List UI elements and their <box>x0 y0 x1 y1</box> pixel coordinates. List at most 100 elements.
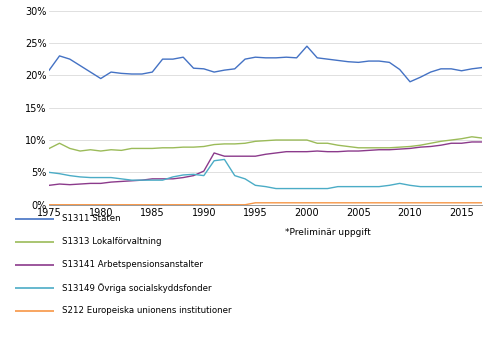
S212 Europeiska unionens institutioner <box>263 201 269 205</box>
S13149 Övriga socialskyddsfonder <box>180 173 186 177</box>
S1311 Staten <box>356 60 362 65</box>
S212 Europeiska unionens institutioner <box>129 203 135 207</box>
S1313 Lokalförvaltning <box>417 143 423 147</box>
S212 Europeiska unionens institutioner <box>469 201 475 205</box>
S1313 Lokalförvaltning <box>139 146 145 150</box>
Line: S1311 Staten: S1311 Staten <box>49 46 482 82</box>
S13149 Övriga socialskyddsfonder <box>469 185 475 189</box>
S13141 Arbetspensionsanstalter <box>119 179 124 184</box>
S13149 Övriga socialskyddsfonder <box>252 183 258 187</box>
Line: S13141 Arbetspensionsanstalter: S13141 Arbetspensionsanstalter <box>49 142 482 185</box>
S1311 Staten <box>407 80 413 84</box>
S212 Europeiska unionens institutioner <box>304 201 310 205</box>
S13141 Arbetspensionsanstalter <box>448 141 454 145</box>
S13141 Arbetspensionsanstalter <box>263 152 269 156</box>
S1311 Staten <box>98 77 104 81</box>
S13141 Arbetspensionsanstalter <box>417 145 423 149</box>
S1311 Staten <box>469 67 475 71</box>
Line: S1313 Lokalförvaltning: S1313 Lokalförvaltning <box>49 137 482 151</box>
S1313 Lokalförvaltning <box>67 146 73 150</box>
S13141 Arbetspensionsanstalter <box>211 151 217 155</box>
S13141 Arbetspensionsanstalter <box>108 180 114 184</box>
S1313 Lokalförvaltning <box>201 144 207 149</box>
S1311 Staten <box>397 67 402 72</box>
S1313 Lokalförvaltning <box>459 137 464 141</box>
S13149 Övriga socialskyddsfonder <box>366 185 372 189</box>
S13149 Övriga socialskyddsfonder <box>150 178 155 182</box>
S13141 Arbetspensionsanstalter <box>170 177 176 181</box>
S212 Europeiska unionens institutioner <box>407 201 413 205</box>
S1311 Staten <box>201 67 207 71</box>
S1311 Staten <box>479 65 485 70</box>
S1311 Staten <box>221 68 227 72</box>
S13141 Arbetspensionsanstalter <box>345 149 351 153</box>
S1311 Staten <box>67 57 73 61</box>
S1311 Staten <box>376 59 382 63</box>
S212 Europeiska unionens institutioner <box>170 203 176 207</box>
S1313 Lokalförvaltning <box>180 145 186 149</box>
S1313 Lokalförvaltning <box>108 148 114 152</box>
S13141 Arbetspensionsanstalter <box>428 144 433 149</box>
S212 Europeiska unionens institutioner <box>448 201 454 205</box>
S1313 Lokalförvaltning <box>407 144 413 149</box>
S1311 Staten <box>386 60 392 65</box>
S13141 Arbetspensionsanstalter <box>46 183 52 187</box>
S13141 Arbetspensionsanstalter <box>325 150 331 154</box>
S13149 Övriga socialskyddsfonder <box>88 175 93 180</box>
S1311 Staten <box>273 56 279 60</box>
S212 Europeiska unionens institutioner <box>242 203 248 207</box>
S1311 Staten <box>263 56 269 60</box>
S1311 Staten <box>150 70 155 74</box>
S1313 Lokalförvaltning <box>77 149 83 153</box>
S13149 Övriga socialskyddsfonder <box>325 186 331 191</box>
S13149 Övriga socialskyddsfonder <box>159 178 165 182</box>
S1313 Lokalförvaltning <box>242 141 248 145</box>
S13141 Arbetspensionsanstalter <box>294 150 300 154</box>
S13149 Övriga socialskyddsfonder <box>356 185 362 189</box>
S13149 Övriga socialskyddsfonder <box>139 178 145 182</box>
S13149 Övriga socialskyddsfonder <box>170 175 176 179</box>
S13141 Arbetspensionsanstalter <box>335 150 341 154</box>
S13149 Övriga socialskyddsfonder <box>211 158 217 163</box>
S1313 Lokalförvaltning <box>325 141 331 145</box>
Text: S1313 Lokalförvaltning: S1313 Lokalförvaltning <box>62 237 161 246</box>
S1313 Lokalförvaltning <box>263 138 269 143</box>
S13141 Arbetspensionsanstalter <box>273 151 279 155</box>
S212 Europeiska unionens institutioner <box>356 201 362 205</box>
S212 Europeiska unionens institutioner <box>190 203 196 207</box>
S13149 Övriga socialskyddsfonder <box>448 185 454 189</box>
S1313 Lokalförvaltning <box>57 141 62 145</box>
S212 Europeiska unionens institutioner <box>119 203 124 207</box>
S1311 Staten <box>159 57 165 61</box>
S13141 Arbetspensionsanstalter <box>304 150 310 154</box>
S212 Europeiska unionens institutioner <box>159 203 165 207</box>
Text: *Preliminär uppgift: *Preliminär uppgift <box>285 228 371 237</box>
S212 Europeiska unionens institutioner <box>67 203 73 207</box>
S1313 Lokalförvaltning <box>221 142 227 146</box>
Line: S13149 Övriga socialskyddsfonder: S13149 Övriga socialskyddsfonder <box>49 160 482 189</box>
S13149 Övriga socialskyddsfonder <box>57 172 62 176</box>
S13149 Övriga socialskyddsfonder <box>428 185 433 189</box>
Text: S13141 Arbetspensionsanstalter: S13141 Arbetspensionsanstalter <box>62 260 202 269</box>
S13141 Arbetspensionsanstalter <box>283 150 289 154</box>
S1311 Staten <box>77 64 83 68</box>
S1313 Lokalförvaltning <box>273 138 279 142</box>
S1313 Lokalförvaltning <box>159 146 165 150</box>
S212 Europeiska unionens institutioner <box>180 203 186 207</box>
S13149 Övriga socialskyddsfonder <box>108 175 114 180</box>
S13149 Övriga socialskyddsfonder <box>294 186 300 191</box>
S212 Europeiska unionens institutioner <box>417 201 423 205</box>
S1313 Lokalförvaltning <box>386 146 392 150</box>
S13141 Arbetspensionsanstalter <box>221 154 227 158</box>
S212 Europeiska unionens institutioner <box>98 203 104 207</box>
S1313 Lokalförvaltning <box>190 145 196 149</box>
S1313 Lokalförvaltning <box>397 145 402 149</box>
S1311 Staten <box>57 54 62 58</box>
S13149 Övriga socialskyddsfonder <box>98 175 104 180</box>
S212 Europeiska unionens institutioner <box>88 203 93 207</box>
S212 Europeiska unionens institutioner <box>108 203 114 207</box>
S212 Europeiska unionens institutioner <box>397 201 402 205</box>
S1311 Staten <box>345 60 351 64</box>
S1313 Lokalförvaltning <box>211 142 217 147</box>
S1313 Lokalförvaltning <box>335 143 341 147</box>
